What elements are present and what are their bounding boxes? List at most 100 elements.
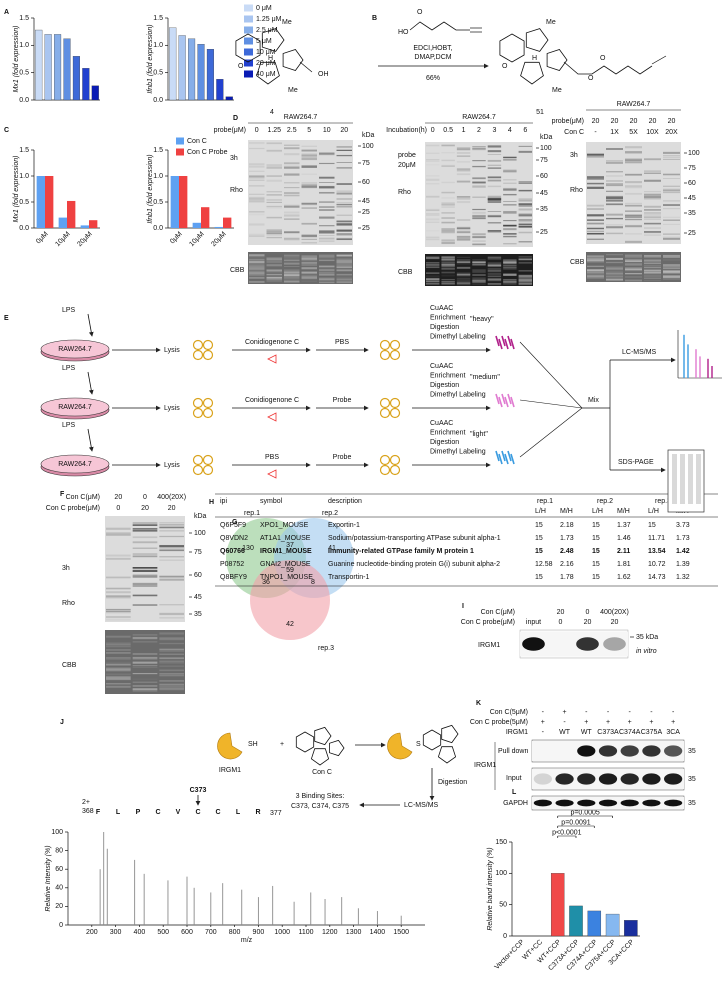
- gel-band: [159, 638, 184, 640]
- gel-band: [644, 277, 661, 280]
- gel-band: [518, 278, 532, 281]
- gel-band: [319, 186, 335, 189]
- gel-band: [426, 280, 440, 283]
- legend-label: Con C: [187, 138, 207, 145]
- gel-band: [644, 180, 661, 182]
- gel-band: [266, 206, 282, 209]
- table-cell: 15: [592, 561, 600, 568]
- gel-band: [642, 745, 661, 757]
- y-tick-label: 40: [55, 885, 63, 892]
- gel-band: [266, 229, 282, 231]
- gel-band: [301, 256, 317, 258]
- lane-label: 20: [668, 118, 676, 125]
- gel-band: [644, 193, 661, 196]
- table-cell: 3.73: [676, 522, 690, 529]
- gel-band: [644, 219, 661, 221]
- gel-band: [644, 231, 661, 233]
- gel-band: [441, 159, 455, 162]
- gel-band: [319, 152, 335, 155]
- gel-band: [249, 175, 265, 177]
- gel-band: [301, 182, 317, 184]
- treatment: PBS: [265, 454, 279, 461]
- table-cell: 1.32: [676, 574, 690, 581]
- gel-band: [106, 610, 131, 613]
- gel-band: [319, 230, 335, 232]
- treatment: Probe: [333, 397, 352, 404]
- lane-label: +: [541, 719, 545, 726]
- atom: S: [416, 741, 421, 748]
- gel-band: [487, 145, 502, 148]
- atom: O: [502, 63, 508, 70]
- kda-label: kDa: [540, 134, 553, 141]
- gel-band: [441, 274, 455, 277]
- bar: [82, 68, 90, 101]
- gel-band: [426, 230, 439, 232]
- gel-band: [336, 167, 352, 169]
- side-label: CBB: [62, 662, 77, 669]
- gel-band: [518, 203, 532, 205]
- gel-band: [472, 233, 486, 235]
- side-label: Rho: [398, 189, 411, 196]
- x-tick-label: Vector+CCP: [494, 939, 527, 972]
- side-label: 3h: [570, 152, 578, 159]
- gel-band: [319, 269, 335, 272]
- gel-band: [132, 524, 158, 526]
- gel-band: [284, 214, 300, 216]
- gel-band: [503, 280, 517, 283]
- lane-label: 0: [116, 505, 120, 512]
- gel-band: [336, 190, 352, 192]
- gel-band: [487, 283, 502, 286]
- gel-band: [266, 265, 282, 267]
- gel-band: [472, 146, 486, 148]
- gel-band: [249, 280, 265, 283]
- gel-band: [663, 223, 680, 225]
- protein: [389, 407, 401, 419]
- lane-label: -: [563, 719, 566, 726]
- x-tick-label: 400: [134, 929, 146, 936]
- gel-band: [266, 273, 282, 276]
- gel-band: [487, 197, 502, 199]
- gel-band: [319, 177, 335, 179]
- gel-band: [249, 193, 265, 195]
- residue: L: [116, 809, 121, 816]
- gel-band: [472, 278, 486, 281]
- lane-label: 20: [141, 505, 149, 512]
- gel-band: [132, 641, 158, 643]
- region-count: 42: [286, 621, 294, 628]
- protein: [389, 464, 401, 476]
- gel-band: [518, 282, 532, 285]
- gel-band: [518, 223, 532, 226]
- marker-label: 35: [194, 611, 202, 618]
- gel-band: [266, 179, 282, 182]
- lane-label: 1X: [610, 129, 619, 136]
- gel-band: [284, 276, 300, 279]
- gel-band: [441, 267, 455, 270]
- gel-band: [587, 258, 604, 261]
- gel-band: [503, 188, 517, 192]
- gel-band: [249, 271, 265, 274]
- gel-band: [249, 163, 265, 166]
- gel-band: [518, 280, 532, 283]
- gel-band: [503, 170, 517, 173]
- gel-band: [159, 545, 184, 547]
- gel-band: [132, 690, 158, 692]
- gel-band: [456, 155, 471, 157]
- gel-band: [587, 259, 604, 262]
- x-tick-label: 1100: [298, 929, 313, 936]
- gel-band: [587, 270, 604, 273]
- gel-band: [456, 235, 471, 237]
- gel-band: [587, 276, 604, 279]
- gel-band: [336, 154, 352, 157]
- gel-band: [456, 180, 471, 183]
- gel-band: [456, 266, 471, 269]
- gel-band: [441, 165, 455, 167]
- gel: [248, 252, 353, 284]
- gel-band: [249, 170, 265, 172]
- gel-band: [426, 272, 440, 274]
- gel-band: [518, 261, 532, 264]
- site-label: C373: [190, 787, 207, 794]
- table-cell: 2.11: [617, 548, 630, 555]
- peptide-icon: [495, 393, 500, 405]
- gel-band: [518, 220, 532, 223]
- gel-band: [106, 685, 131, 688]
